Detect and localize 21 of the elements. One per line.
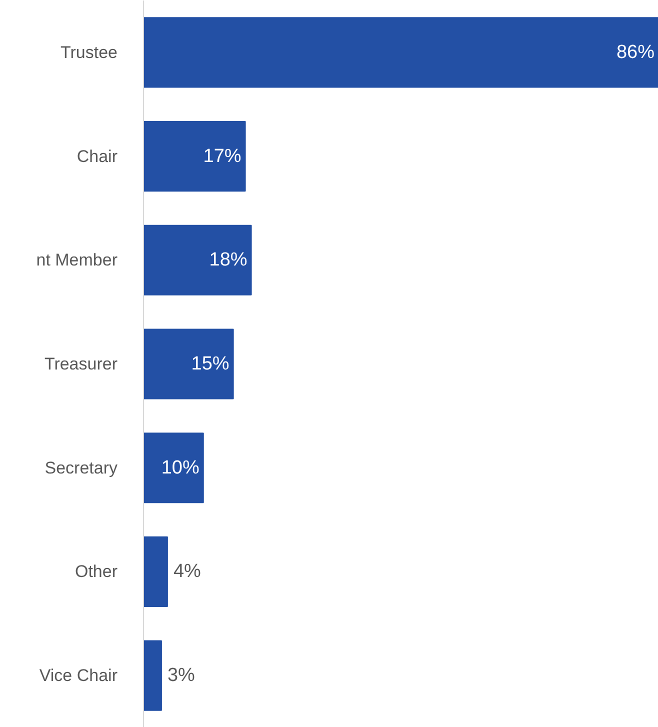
bar bbox=[144, 536, 168, 608]
y-tick-label: Other bbox=[74, 562, 118, 582]
bar bbox=[144, 432, 204, 504]
bar bbox=[144, 224, 252, 296]
data-label: 4% bbox=[173, 561, 202, 582]
y-tick-label: Secretary bbox=[44, 458, 118, 478]
y-tick-label: Chair bbox=[76, 146, 118, 166]
y-tick-label: Trustee bbox=[60, 42, 118, 62]
data-label: 15% bbox=[191, 354, 230, 374]
bar bbox=[144, 120, 246, 192]
bar bbox=[144, 640, 162, 711]
data-label: 3% bbox=[167, 665, 196, 686]
y-tick-label: Treasurer bbox=[44, 354, 118, 374]
data-label: 17% bbox=[203, 146, 242, 167]
y-tick-label: Vice Chair bbox=[39, 666, 118, 686]
bar bbox=[144, 17, 658, 88]
data-label: 86% bbox=[616, 42, 655, 63]
data-label: 10% bbox=[161, 457, 200, 478]
data-label: 18% bbox=[209, 250, 248, 271]
bar bbox=[144, 328, 234, 400]
y-tick-label: nt Member bbox=[36, 250, 118, 270]
